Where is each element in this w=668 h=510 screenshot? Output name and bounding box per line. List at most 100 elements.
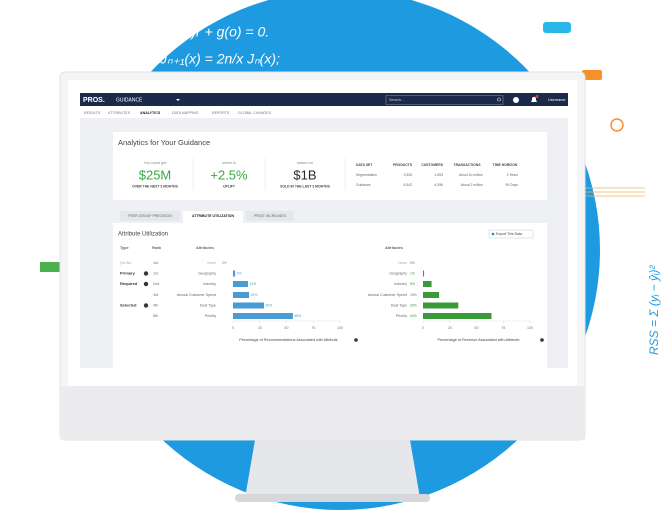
bar — [423, 302, 459, 309]
dividers — [192, 158, 346, 190]
search-placeholder[interactable]: Search... — [389, 98, 404, 102]
table-cell: 6,396 — [435, 183, 444, 187]
deco — [610, 118, 624, 132]
subnav-item[interactable]: DATA MAPPING — [172, 111, 199, 115]
row-rank: 1st — [153, 261, 158, 265]
tab[interactable] — [183, 211, 243, 223]
kpi-pre: which is — [222, 161, 236, 165]
product[interactable]: GUIDANCE — [116, 97, 143, 103]
search-icon[interactable] — [497, 97, 501, 102]
table-cell: 3,526 — [404, 173, 413, 177]
kpi-pre: You could get — [144, 161, 168, 165]
row-type: Primary — [120, 271, 136, 276]
value-label: 33% — [410, 303, 417, 307]
export-icon[interactable] — [491, 232, 495, 236]
value-label: 1% — [410, 271, 415, 275]
subnav-item[interactable]: ATTRIBUTES — [108, 111, 131, 115]
summary-card — [113, 132, 547, 200]
category-label: Deal Type — [200, 303, 216, 307]
value-label: 64% — [410, 314, 417, 318]
col-header: Rank — [152, 246, 162, 250]
math: f(o)r + g(o) = 0. — [175, 24, 269, 40]
table-header: TIME HORIZON — [493, 163, 518, 167]
value-label: 14% — [249, 282, 256, 286]
table-cell: 2 Years — [507, 173, 519, 177]
caret[interactable] — [176, 99, 180, 101]
bar — [423, 292, 440, 298]
subnav-item[interactable]: RESULTS — [84, 111, 101, 115]
deco — [582, 70, 602, 80]
kpi-value: $1B — [293, 167, 316, 182]
table-cell: About 2 million — [461, 183, 483, 187]
x-tick-label: 0 — [232, 326, 234, 330]
tab[interactable] — [246, 211, 294, 221]
subnav-item[interactable]: ANALYTICS — [140, 111, 161, 115]
category-label: None — [398, 261, 407, 265]
deco — [543, 22, 571, 33]
x-axis-label: Percentage of Revenue Associated with At… — [437, 338, 519, 342]
value-label: 2% — [237, 271, 242, 275]
subnav-item[interactable]: GLOBAL CHANGES — [238, 111, 272, 115]
x-tick-label: 100 — [527, 326, 533, 330]
kpi-post: SOLD IN THE LAST 3 MONTHS — [280, 184, 330, 188]
bar — [233, 281, 248, 287]
x-tick-label: 25 — [258, 326, 262, 330]
export-label[interactable]: Export This Data — [496, 232, 522, 236]
row-type: (No Att) — [120, 261, 132, 265]
table-header: DATA SET — [356, 163, 373, 167]
help-icon[interactable] — [513, 97, 519, 103]
col-header: Type — [120, 246, 129, 250]
category-label: Geography — [389, 271, 407, 275]
table-header: CUSTOMERS — [421, 163, 443, 167]
x-tick-label: 50 — [285, 326, 289, 330]
bar — [423, 313, 492, 319]
info-icon[interactable] — [143, 271, 149, 276]
badge — [535, 95, 539, 98]
subnav-item[interactable]: REPORTS — [212, 111, 230, 115]
row-rank: 3rd — [153, 293, 158, 297]
math: RSS = Σ (yᵢ − ŷᵢ)² — [647, 264, 661, 355]
table-cell: Guidance — [356, 183, 371, 187]
category-label: Priority — [205, 314, 216, 318]
x-tick-label: 100 — [337, 326, 343, 330]
row-rank: 2nd — [153, 282, 159, 286]
tab-label[interactable]: PRICE INCREASES — [254, 214, 287, 218]
bar — [233, 302, 265, 309]
export-button[interactable] — [488, 229, 534, 239]
info-icon[interactable] — [354, 338, 358, 342]
table-header: PRODUCTS — [393, 163, 413, 167]
info-icon[interactable] — [143, 303, 149, 308]
category-label: Geography — [198, 271, 216, 275]
deco — [578, 187, 645, 197]
tab-label[interactable]: PEER GROUP PRECISION — [128, 214, 172, 218]
search-box[interactable] — [385, 95, 504, 105]
category-label: Industry — [203, 282, 216, 286]
value-label: 8% — [410, 282, 415, 286]
panel-title: Attribute Utilization — [118, 232, 168, 238]
value-label: 15% — [410, 293, 417, 297]
table-cell: About 1b million — [459, 173, 483, 177]
x-tick-label: 25 — [448, 326, 452, 330]
category-label: Industry — [394, 282, 407, 286]
kpi-pre: based on — [297, 161, 313, 165]
bezel — [60, 386, 585, 440]
tab[interactable] — [120, 211, 180, 221]
value-label: 0% — [410, 261, 415, 265]
x-tick-label: 75 — [311, 326, 315, 330]
tab-label[interactable]: ATTRIBUTE UTILIZATION — [192, 214, 235, 218]
category-label: Annual Customer Spend — [177, 293, 216, 297]
subnav — [80, 106, 568, 118]
value-label: 0% — [222, 261, 227, 265]
kpi-post: OVER THE NEXT 3 MONTHS — [132, 184, 179, 188]
info-icon[interactable] — [143, 281, 149, 287]
bell-icon[interactable] — [531, 96, 537, 102]
info-icon[interactable] — [540, 338, 544, 342]
kpi-value: $25M — [139, 167, 172, 182]
row-rank: 1st — [153, 271, 158, 275]
username[interactable]: Username — [548, 98, 566, 102]
row-rank: 4th — [153, 303, 158, 307]
stand — [245, 440, 420, 502]
summary-title: Analytics for Your Guidance — [118, 138, 210, 147]
x-tick-label: 75 — [501, 326, 505, 330]
